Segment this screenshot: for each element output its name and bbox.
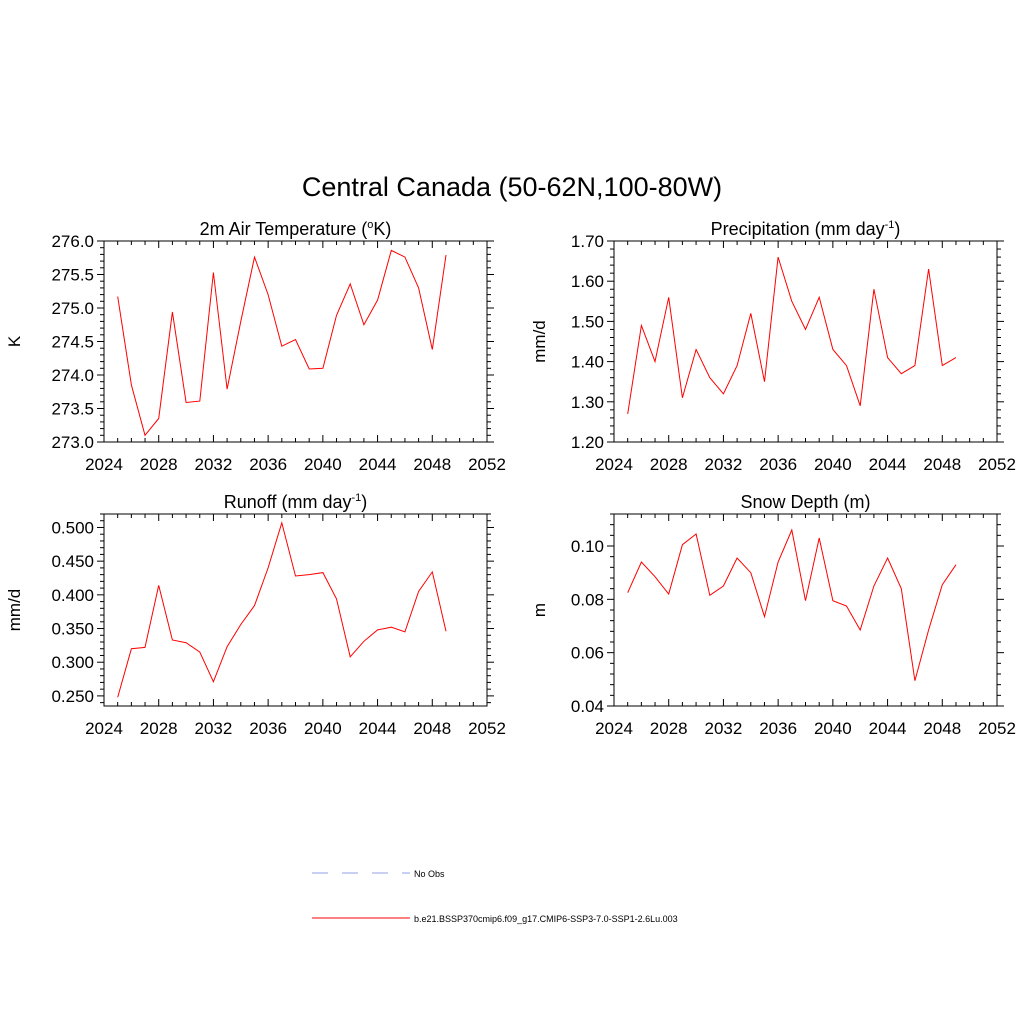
- runoff-ytick-label: 0.350: [51, 620, 94, 639]
- panel-runoff: 2024 2028 2032 2036 2040 2044 2048 2052 0.250 0.3…: [5, 492, 506, 738]
- temperature-title: 2m Air Temperature (oK): [200, 219, 392, 239]
- snow-depth-ytick-label: 0.10: [571, 537, 604, 556]
- precipitation-xtick-label: 2044: [869, 455, 907, 474]
- runoff-series-line: [117, 520, 447, 698]
- precipitation-xtick-label: 2052: [978, 455, 1016, 474]
- panel-snow-depth: 2024 2028 2032 2036 2040 2044 2048 2052 0.04 0.06…: [530, 492, 1016, 738]
- precipitation-xtick-label: 2040: [814, 455, 852, 474]
- runoff-ylabel: mm/d: [5, 589, 24, 632]
- runoff-ytick-label: 0.450: [51, 552, 94, 571]
- temperature-xtick-label: 2052: [468, 455, 506, 474]
- snow-depth-title: Snow Depth (m): [740, 492, 870, 512]
- precipitation-title-superscript: -1: [885, 219, 895, 231]
- precipitation-title: Precipitation (mm day-1): [711, 219, 901, 239]
- runoff-title-tail: ): [361, 492, 367, 512]
- temperature-xtick-label: 2032: [195, 455, 233, 474]
- precipitation-ytick-label: 1.40: [571, 353, 604, 372]
- snow-depth-title-text: Snow Depth (m): [740, 492, 870, 512]
- legend-label-model: b.e21.BSSP370cmip6.f09_g17.CMIP6-SSP3-7.…: [414, 914, 678, 924]
- snow-depth-xtick-label: 2032: [705, 719, 743, 738]
- precipitation-ytick-label: 1.50: [571, 312, 604, 331]
- runoff-ytick-label: 0.400: [51, 586, 94, 605]
- temperature-xtick-label: 2024: [85, 455, 123, 474]
- runoff-xtick-label: 2032: [195, 719, 233, 738]
- snow-depth-xtick-label: 2044: [869, 719, 907, 738]
- runoff-title-text: Runoff (mm day: [224, 492, 352, 512]
- temperature-title-tail: K): [373, 219, 391, 239]
- snow-depth-xtick-label: 2048: [923, 719, 961, 738]
- temperature-ytick-label: 273.0: [51, 433, 94, 452]
- temperature-ytick-label: 276.0: [51, 232, 94, 251]
- panels: 2024 2028 2032 2036 2040 2044 2048 2052 273.0 273…: [5, 219, 1016, 738]
- snow-depth-xtick-label: 2028: [650, 719, 688, 738]
- runoff-xtick-label: 2036: [249, 719, 287, 738]
- precipitation-ytick-label: 1.60: [571, 272, 604, 291]
- legend-label-no-obs: No Obs: [414, 869, 445, 879]
- temperature-series-line: [117, 249, 447, 437]
- precipitation-ylabel: mm/d: [530, 320, 549, 363]
- precipitation-series-line: [627, 256, 957, 414]
- temperature-xtick-label: 2044: [359, 455, 397, 474]
- precipitation-xtick-label: 2028: [650, 455, 688, 474]
- precipitation-ytick-label: 1.70: [571, 232, 604, 251]
- temperature-ytick-label: 275.0: [51, 299, 94, 318]
- precipitation-ytick-label: 1.30: [571, 393, 604, 412]
- legend: No Obs b.e21.BSSP370cmip6.f09_g17.CMIP6-…: [312, 869, 678, 924]
- temperature-title-text: 2m Air Temperature (: [200, 219, 368, 239]
- runoff-xtick-label: 2040: [304, 719, 342, 738]
- snow-depth-xtick-label: 2040: [814, 719, 852, 738]
- temperature-xtick-label: 2028: [140, 455, 178, 474]
- snow-depth-ytick-label: 0.06: [571, 644, 604, 663]
- snow-depth-ylabel: m: [530, 603, 549, 617]
- precipitation-title-tail: ): [894, 219, 900, 239]
- precipitation-xtick-label: 2024: [595, 455, 633, 474]
- runoff-xtick-label: 2028: [140, 719, 178, 738]
- snow-depth-ytick-label: 0.04: [571, 697, 604, 716]
- snow-depth-xtick-label: 2024: [595, 719, 633, 738]
- temperature-ytick-label: 274.5: [51, 333, 94, 352]
- precipitation-ytick-label: 1.20: [571, 433, 604, 452]
- snow-depth-xtick-label: 2036: [759, 719, 797, 738]
- runoff-title-superscript: -1: [351, 492, 361, 504]
- temperature-ytick-label: 275.5: [51, 266, 94, 285]
- panel-temperature: 2024 2028 2032 2036 2040 2044 2048 2052 273.0 273…: [5, 219, 506, 474]
- snow-depth-ytick-label: 0.08: [571, 590, 604, 609]
- panel-precipitation: 2024 2028 2032 2036 2040 2044 2048 2052 1.20 1.30…: [530, 219, 1016, 474]
- runoff-ytick-label: 0.250: [51, 687, 94, 706]
- temperature-title-superscript: o: [367, 219, 373, 231]
- temperature-ytick-label: 273.5: [51, 400, 94, 419]
- runoff-ytick-label: 0.500: [51, 518, 94, 537]
- precipitation-xtick-label: 2048: [923, 455, 961, 474]
- temperature-ylabel: K: [5, 335, 24, 347]
- runoff-xtick-label: 2048: [413, 719, 451, 738]
- runoff-title: Runoff (mm day-1): [224, 492, 368, 512]
- precipitation-xtick-label: 2036: [759, 455, 797, 474]
- snow-depth-series-line: [627, 528, 957, 681]
- runoff-xtick-label: 2052: [468, 719, 506, 738]
- precipitation-title-text: Precipitation (mm day: [711, 219, 885, 239]
- temperature-xtick-label: 2036: [249, 455, 287, 474]
- runoff-xtick-label: 2044: [359, 719, 397, 738]
- temperature-ytick-label: 274.0: [51, 366, 94, 385]
- precipitation-xtick-label: 2032: [705, 455, 743, 474]
- temperature-xtick-label: 2048: [413, 455, 451, 474]
- runoff-xtick-label: 2024: [85, 719, 123, 738]
- figure-title: Central Canada (50-62N,100-80W): [302, 172, 722, 202]
- runoff-ytick-label: 0.300: [51, 653, 94, 672]
- temperature-xtick-label: 2040: [304, 455, 342, 474]
- snow-depth-xtick-label: 2052: [978, 719, 1016, 738]
